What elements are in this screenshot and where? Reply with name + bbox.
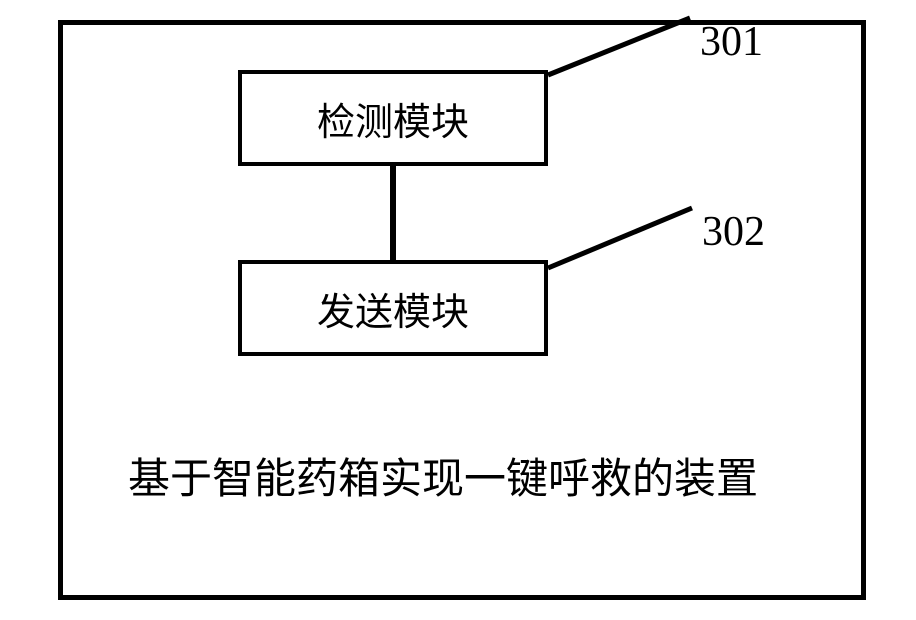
detection-module-box: 检测模块 [238,70,548,166]
diagram-caption: 基于智能药箱实现一键呼救的装置 [128,445,758,506]
ref-label-302: 302 [702,208,765,256]
send-module-label: 发送模块 [317,281,469,336]
detection-module-label: 检测模块 [317,91,469,146]
ref-label-301: 301 [700,18,763,66]
send-module-box: 发送模块 [238,260,548,356]
